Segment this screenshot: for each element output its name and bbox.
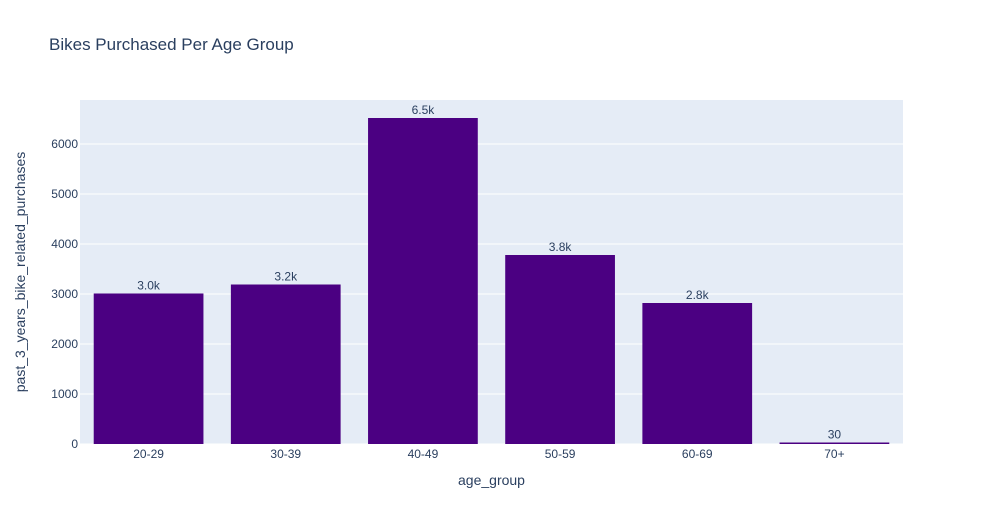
chart-title: Bikes Purchased Per Age Group — [49, 35, 294, 54]
grid-lines — [80, 143, 903, 445]
x-tick-label: 40-49 — [408, 447, 439, 461]
bar-value-label: 30 — [828, 428, 842, 442]
plot-background — [80, 100, 903, 444]
bar-value-label: 3.2k — [274, 270, 298, 284]
bar-60-69[interactable] — [642, 303, 753, 444]
bar-value-label: 3.8k — [549, 240, 573, 254]
y-tick-label: 3000 — [51, 287, 78, 301]
x-tick-label: 60-69 — [682, 447, 713, 461]
y-tick-label: 6000 — [51, 137, 78, 151]
y-tick-label: 0 — [71, 437, 78, 451]
y-tick-label: 5000 — [51, 187, 78, 201]
bar-value-label: 6.5k — [412, 103, 436, 117]
y-tick-label: 4000 — [51, 237, 78, 251]
y-tick-label: 1000 — [51, 387, 78, 401]
y-tick-label: 2000 — [51, 337, 78, 351]
bar-40-49[interactable] — [368, 118, 478, 444]
y-axis-ticks: 0 1000 2000 3000 4000 5000 6000 — [51, 137, 78, 451]
x-tick-label: 20-29 — [133, 447, 164, 461]
x-axis-ticks: 20-29 30-39 40-49 50-59 60-69 70+ — [133, 447, 844, 461]
bar-30-39[interactable] — [230, 284, 341, 445]
x-tick-label: 50-59 — [545, 447, 576, 461]
bar-50-59[interactable] — [505, 255, 615, 444]
y-axis-title: past_3_years_bike_related_purchases — [12, 152, 28, 393]
x-tick-label: 30-39 — [270, 447, 301, 461]
bar-value-label: 3.0k — [137, 279, 161, 293]
x-tick-label: 70+ — [824, 447, 844, 461]
x-axis-title: age_group — [458, 472, 525, 488]
bar-value-label: 2.8k — [686, 288, 710, 302]
bars — [93, 118, 890, 445]
bar-20-29[interactable] — [93, 293, 204, 445]
bar-70+[interactable] — [779, 442, 890, 445]
bar-labels: 3.0k 3.2k 6.5k 3.8k 2.8k 30 — [137, 103, 841, 442]
